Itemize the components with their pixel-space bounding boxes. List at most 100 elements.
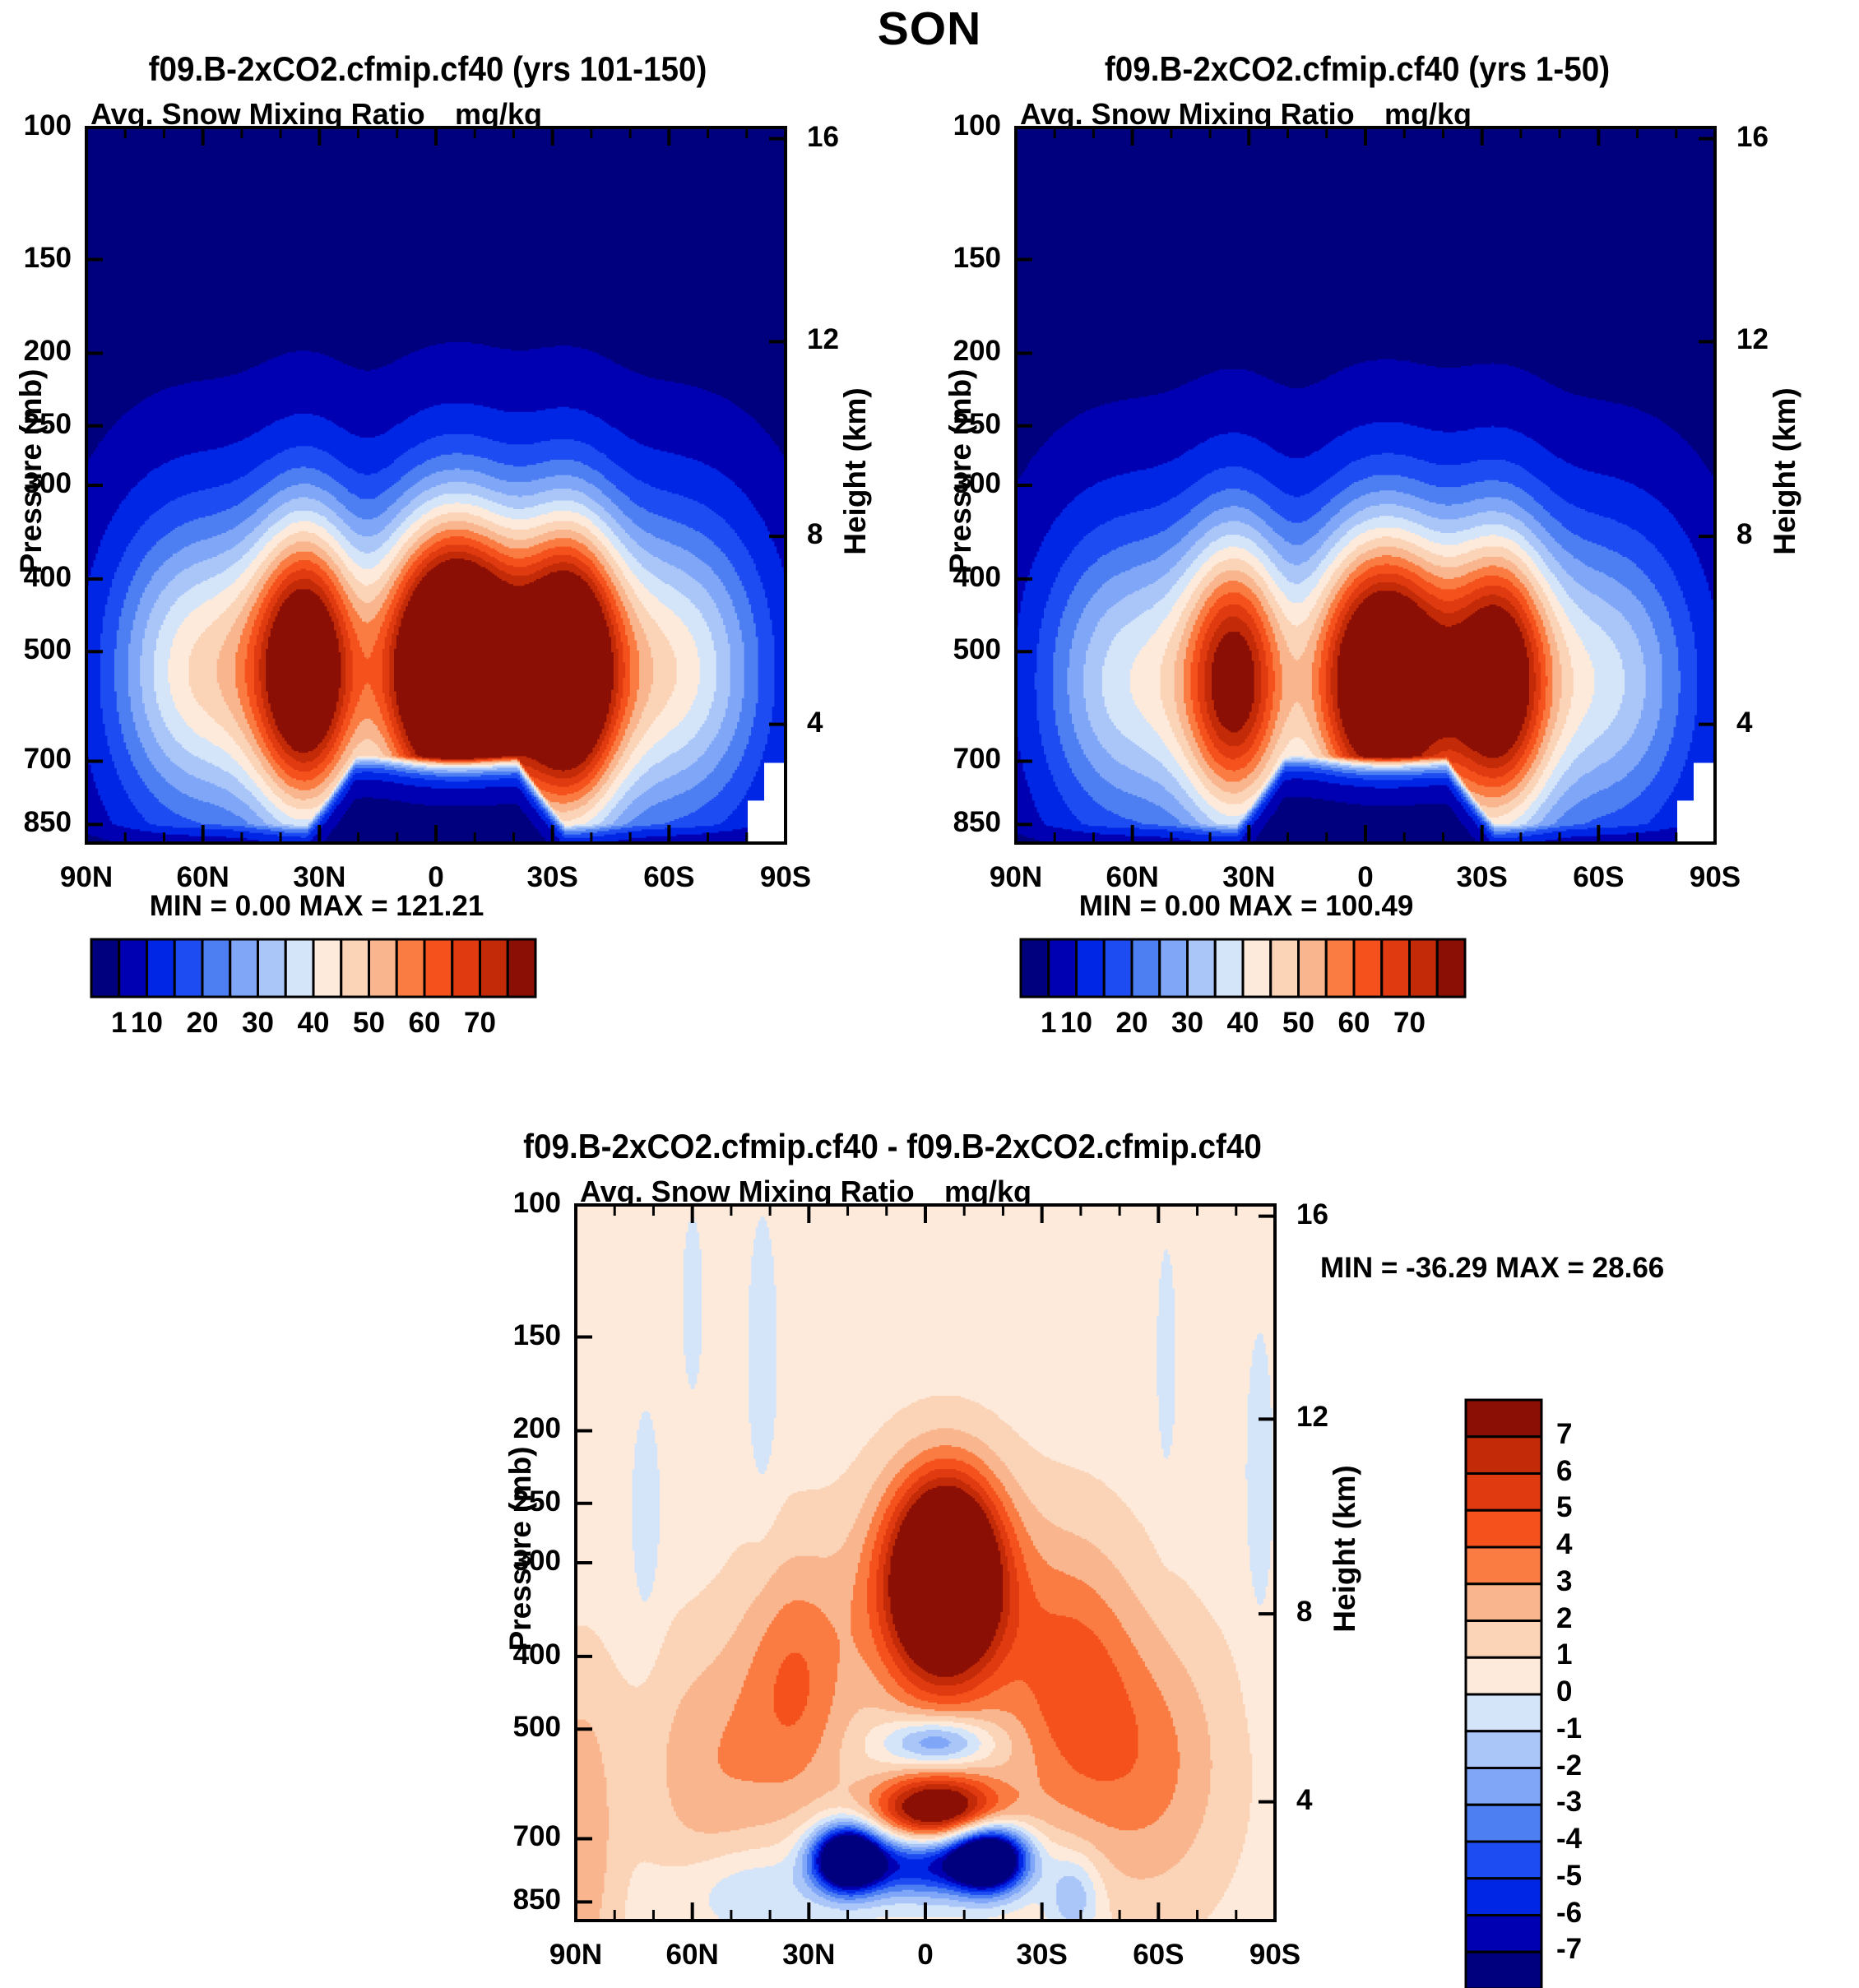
colorbar-tick-label: -3: [1556, 1786, 1583, 1819]
colorbar-tick-label: 60: [1337, 1007, 1370, 1039]
y-tick-label: 500: [953, 633, 1001, 666]
colorbar-tick-label: 7: [1556, 1417, 1573, 1450]
panel-top-left-y2-axis-title: Height (km): [838, 387, 872, 555]
x-tick-label: 90S: [759, 861, 812, 893]
x-tick-label: 60N: [176, 861, 229, 893]
colorbar-tick-label: -1: [1556, 1712, 1583, 1745]
y-tick-label: 400: [512, 1638, 561, 1671]
panel-top-left-colorbar: [90, 938, 537, 999]
panel-top-left-minmax: MIN = 0.00 MAX = 121.21: [149, 890, 484, 922]
y-tick-label: 500: [23, 633, 72, 666]
y-tick-label: 100: [23, 109, 72, 141]
y-tick-label: 150: [23, 241, 72, 274]
colorbar-tick-label: 2: [1556, 1601, 1573, 1634]
y-tick-label: 850: [953, 806, 1001, 839]
y-tick-label: 100: [512, 1187, 561, 1219]
x-tick-label: 30N: [782, 1939, 836, 1971]
panel-top-left-plot: [85, 126, 787, 845]
y-tick-label: 200: [512, 1412, 561, 1445]
x-tick-label: 30S: [526, 861, 578, 893]
height-tick-label: 16: [1296, 1198, 1328, 1230]
colorbar-tick-label: -6: [1556, 1896, 1583, 1929]
colorbar-tick-label: 50: [353, 1007, 385, 1039]
x-tick-label: 60N: [665, 1939, 719, 1971]
y-tick-label: 700: [953, 743, 1001, 776]
panel-top-right-colorbar: [1019, 938, 1467, 999]
colorbar-tick-label: 1: [1041, 1007, 1057, 1039]
x-tick-label: 90N: [59, 861, 114, 893]
y-tick-label: 850: [23, 806, 72, 839]
y-tick-label: 300: [512, 1545, 561, 1577]
x-tick-label: 90S: [1689, 861, 1741, 893]
x-tick-label: 90S: [1249, 1939, 1301, 1971]
y-tick-label: 250: [953, 407, 1001, 440]
height-tick-label: 4: [1296, 1783, 1313, 1816]
x-tick-label: 90N: [989, 861, 1043, 893]
panel-top-right-title: f09.B-2xCO2.cfmip.cf40 (yrs 1-50): [1104, 49, 1611, 88]
colorbar-tick-label: -2: [1556, 1749, 1583, 1782]
y-tick-label: 850: [512, 1884, 561, 1916]
height-tick-label: 12: [1296, 1401, 1328, 1434]
y-tick-label: 100: [953, 109, 1001, 141]
panel-top-right-y2-axis-title: Height (km): [1768, 387, 1801, 555]
colorbar-tick-label: 20: [186, 1007, 219, 1039]
y-tick-label: 400: [23, 560, 72, 593]
colorbar-tick-label: 40: [1226, 1007, 1259, 1039]
panel-top-left: f09.B-2xCO2.cfmip.cf40 (yrs 101-150) Avg…: [0, 49, 930, 1039]
y-tick-label: 700: [23, 743, 72, 776]
height-tick-label: 4: [1736, 706, 1753, 739]
x-tick-label: 30N: [1222, 861, 1276, 893]
height-tick-label: 8: [1736, 518, 1753, 551]
height-tick-label: 4: [807, 706, 823, 739]
colorbar-tick-label: -7: [1556, 1933, 1583, 1966]
panel-difference-y2-axis-title: Height (km): [1328, 1465, 1361, 1633]
page-title: SON: [877, 2, 982, 55]
y-tick-label: 500: [512, 1711, 561, 1744]
x-tick-label: 0: [1357, 861, 1374, 893]
panel-top-left-title: f09.B-2xCO2.cfmip.cf40 (yrs 101-150): [148, 49, 707, 88]
panel-difference-units-label: mg/kg: [944, 1175, 1032, 1208]
y-tick-label: 200: [23, 335, 72, 368]
panel-top-right-variable-label: Avg. Snow Mixing Ratio: [1020, 97, 1355, 131]
y-tick-label: 400: [953, 560, 1001, 593]
y-tick-label: 200: [953, 335, 1001, 368]
x-tick-label: 0: [917, 1939, 934, 1971]
x-tick-label: 60S: [1573, 861, 1625, 893]
colorbar-tick-label: 1: [1556, 1638, 1573, 1671]
panel-difference-variable-label: Avg. Snow Mixing Ratio: [580, 1175, 915, 1208]
colorbar-tick-label: 1: [111, 1007, 127, 1039]
colorbar-tick-label: 30: [1171, 1007, 1203, 1039]
y-tick-label: 150: [953, 241, 1001, 274]
y-tick-label: 250: [23, 407, 72, 440]
colorbar-tick-label: 0: [1556, 1675, 1573, 1708]
x-tick-label: 60S: [643, 861, 695, 893]
x-tick-label: 30S: [1016, 1939, 1068, 1971]
panel-top-right: f09.B-2xCO2.cfmip.cf40 (yrs 1-50) Avg. S…: [930, 49, 1859, 1039]
y-tick-label: 700: [512, 1820, 561, 1853]
panel-top-right-plot: [1014, 126, 1717, 845]
height-tick-label: 8: [807, 518, 823, 551]
panel-difference-minmax: MIN = -36.29 MAX = 28.66: [1320, 1252, 1665, 1284]
panel-difference-title: f09.B-2xCO2.cfmip.cf40 - f09.B-2xCO2.cfm…: [523, 1127, 1262, 1165]
x-tick-label: 30S: [1456, 861, 1508, 893]
panel-difference: f09.B-2xCO2.cfmip.cf40 - f09.B-2xCO2.cfm…: [465, 1127, 1859, 1988]
x-tick-label: 30N: [293, 861, 346, 893]
height-tick-label: 16: [807, 120, 839, 153]
y-tick-label: 250: [512, 1485, 561, 1518]
colorbar-tick-label: -5: [1556, 1859, 1583, 1892]
colorbar-tick-label: 3: [1556, 1564, 1573, 1597]
height-tick-label: 8: [1296, 1596, 1313, 1629]
colorbar-tick-label: 10: [131, 1007, 163, 1039]
panel-difference-plot: [574, 1203, 1277, 1922]
colorbar-tick-label: 50: [1282, 1007, 1314, 1039]
colorbar-tick-label: 60: [408, 1007, 441, 1039]
panel-top-left-variable-label: Avg. Snow Mixing Ratio: [90, 97, 425, 131]
panel-difference-colorbar: [1464, 1398, 1543, 1988]
colorbar-tick-label: 70: [464, 1007, 496, 1039]
y-tick-label: 300: [23, 467, 72, 499]
colorbar-tick-label: 10: [1060, 1007, 1092, 1039]
colorbar-tick-label: 40: [297, 1007, 330, 1039]
colorbar-tick-label: 20: [1115, 1007, 1148, 1039]
colorbar-tick-label: 4: [1556, 1528, 1573, 1560]
y-tick-label: 300: [953, 467, 1001, 499]
